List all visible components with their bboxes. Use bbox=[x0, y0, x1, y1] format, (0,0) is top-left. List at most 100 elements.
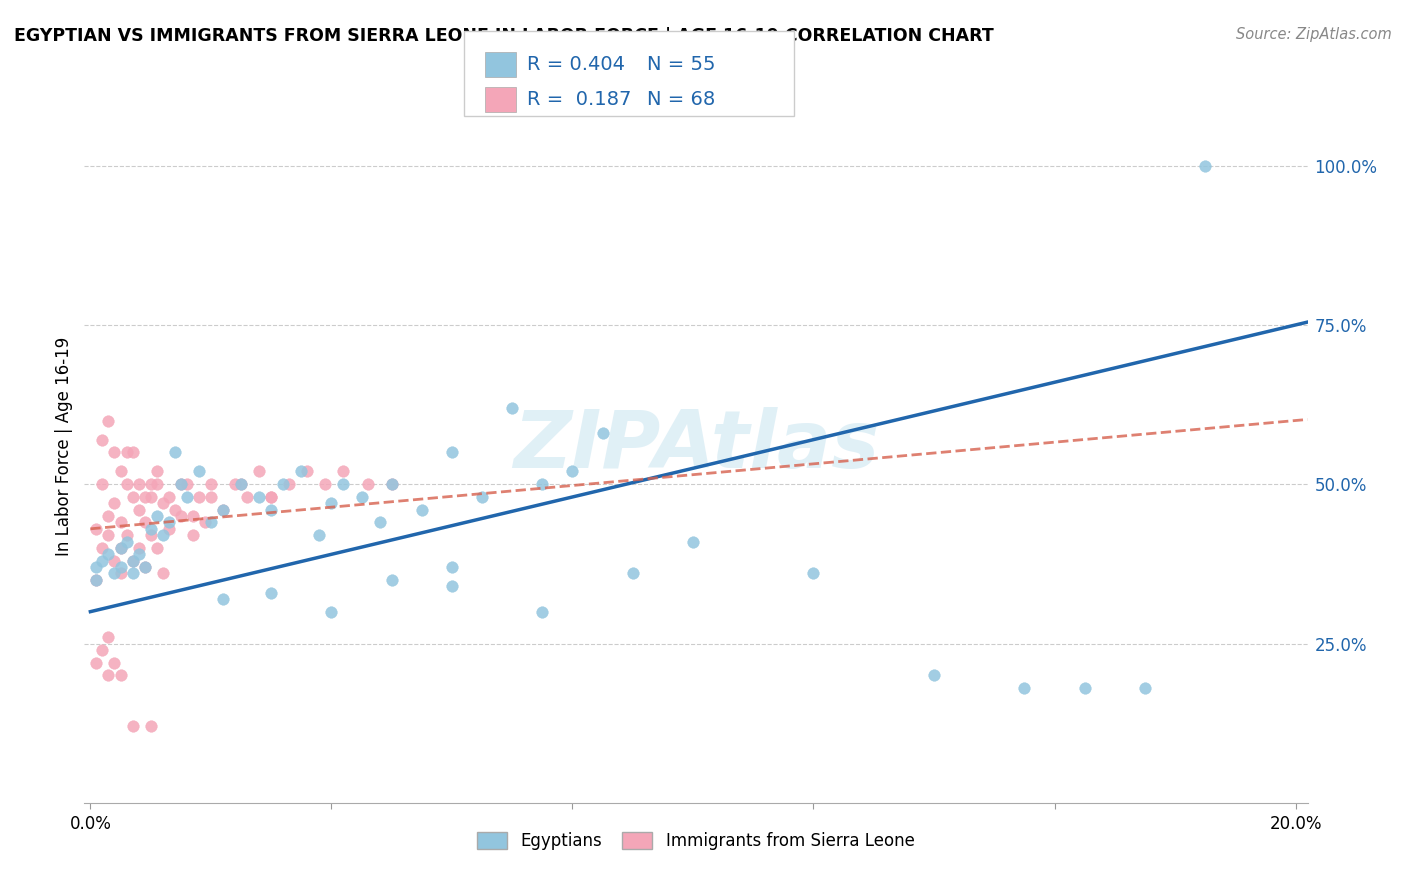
Point bbox=[803, 566, 825, 581]
Point bbox=[381, 573, 404, 587]
Point bbox=[440, 560, 463, 574]
Point bbox=[115, 528, 138, 542]
Point bbox=[121, 445, 143, 459]
Point bbox=[115, 477, 138, 491]
Point bbox=[187, 490, 209, 504]
Point bbox=[170, 477, 193, 491]
Text: EGYPTIAN VS IMMIGRANTS FROM SIERRA LEONE IN LABOR FORCE | AGE 16-19 CORRELATION : EGYPTIAN VS IMMIGRANTS FROM SIERRA LEONE… bbox=[14, 27, 994, 45]
Point bbox=[922, 668, 945, 682]
Point bbox=[97, 528, 120, 542]
Point bbox=[356, 477, 378, 491]
Point bbox=[121, 719, 143, 733]
Point bbox=[229, 477, 252, 491]
Point bbox=[176, 490, 198, 504]
Point bbox=[128, 502, 150, 516]
Point bbox=[314, 477, 336, 491]
Point bbox=[247, 465, 270, 479]
Point bbox=[91, 541, 114, 555]
Point bbox=[308, 528, 330, 542]
Point bbox=[152, 496, 174, 510]
Point bbox=[110, 465, 132, 479]
Point bbox=[1014, 681, 1036, 695]
Point bbox=[91, 477, 114, 491]
Point bbox=[181, 528, 204, 542]
Point bbox=[176, 477, 198, 491]
Point bbox=[145, 477, 167, 491]
Point bbox=[381, 477, 404, 491]
Legend: Egyptians, Immigrants from Sierra Leone: Egyptians, Immigrants from Sierra Leone bbox=[470, 824, 922, 859]
Point bbox=[139, 477, 162, 491]
Point bbox=[86, 560, 108, 574]
Point bbox=[321, 605, 343, 619]
Point bbox=[134, 490, 156, 504]
Point bbox=[134, 560, 156, 574]
Point bbox=[152, 566, 174, 581]
Point bbox=[381, 477, 404, 491]
Point bbox=[103, 566, 125, 581]
Point bbox=[561, 465, 583, 479]
Y-axis label: In Labor Force | Age 16-19: In Labor Force | Age 16-19 bbox=[55, 336, 73, 556]
Point bbox=[440, 579, 463, 593]
Point bbox=[236, 490, 259, 504]
Point bbox=[121, 554, 143, 568]
Point bbox=[170, 509, 193, 524]
Point bbox=[86, 522, 108, 536]
Point bbox=[621, 566, 644, 581]
Point bbox=[152, 528, 174, 542]
Point bbox=[592, 426, 614, 441]
Point bbox=[260, 490, 283, 504]
Point bbox=[260, 502, 283, 516]
Point bbox=[97, 547, 120, 561]
Point bbox=[97, 413, 120, 427]
Point bbox=[170, 477, 193, 491]
Point bbox=[212, 591, 235, 606]
Point bbox=[145, 541, 167, 555]
Text: N = 68: N = 68 bbox=[647, 89, 716, 109]
Point bbox=[440, 445, 463, 459]
Point bbox=[157, 516, 180, 530]
Point bbox=[86, 573, 108, 587]
Point bbox=[91, 643, 114, 657]
Point bbox=[86, 573, 108, 587]
Point bbox=[471, 490, 494, 504]
Point bbox=[139, 719, 162, 733]
Point bbox=[103, 445, 125, 459]
Point bbox=[321, 496, 343, 510]
Point bbox=[110, 541, 132, 555]
Point bbox=[139, 528, 162, 542]
Point bbox=[278, 477, 301, 491]
Point bbox=[115, 445, 138, 459]
Point bbox=[121, 554, 143, 568]
Point bbox=[110, 668, 132, 682]
Point bbox=[1194, 159, 1216, 173]
Point bbox=[97, 509, 120, 524]
Point bbox=[181, 509, 204, 524]
Point bbox=[103, 554, 125, 568]
Point bbox=[224, 477, 246, 491]
Point bbox=[200, 477, 222, 491]
Point bbox=[128, 541, 150, 555]
Point bbox=[200, 516, 222, 530]
Text: ZIPAtlas: ZIPAtlas bbox=[513, 407, 879, 485]
Point bbox=[134, 516, 156, 530]
Point bbox=[103, 656, 125, 670]
Point bbox=[110, 560, 132, 574]
Point bbox=[194, 516, 217, 530]
Point bbox=[157, 522, 180, 536]
Point bbox=[121, 566, 143, 581]
Point bbox=[411, 502, 433, 516]
Point bbox=[531, 605, 554, 619]
Point bbox=[229, 477, 252, 491]
Point bbox=[200, 490, 222, 504]
Point bbox=[97, 630, 120, 644]
Point bbox=[86, 656, 108, 670]
Point bbox=[128, 547, 150, 561]
Point bbox=[97, 668, 120, 682]
Point bbox=[157, 490, 180, 504]
Text: R = 0.404: R = 0.404 bbox=[527, 55, 626, 74]
Point bbox=[1073, 681, 1095, 695]
Point bbox=[1133, 681, 1156, 695]
Point bbox=[91, 554, 114, 568]
Point bbox=[260, 585, 283, 599]
Point bbox=[145, 465, 167, 479]
